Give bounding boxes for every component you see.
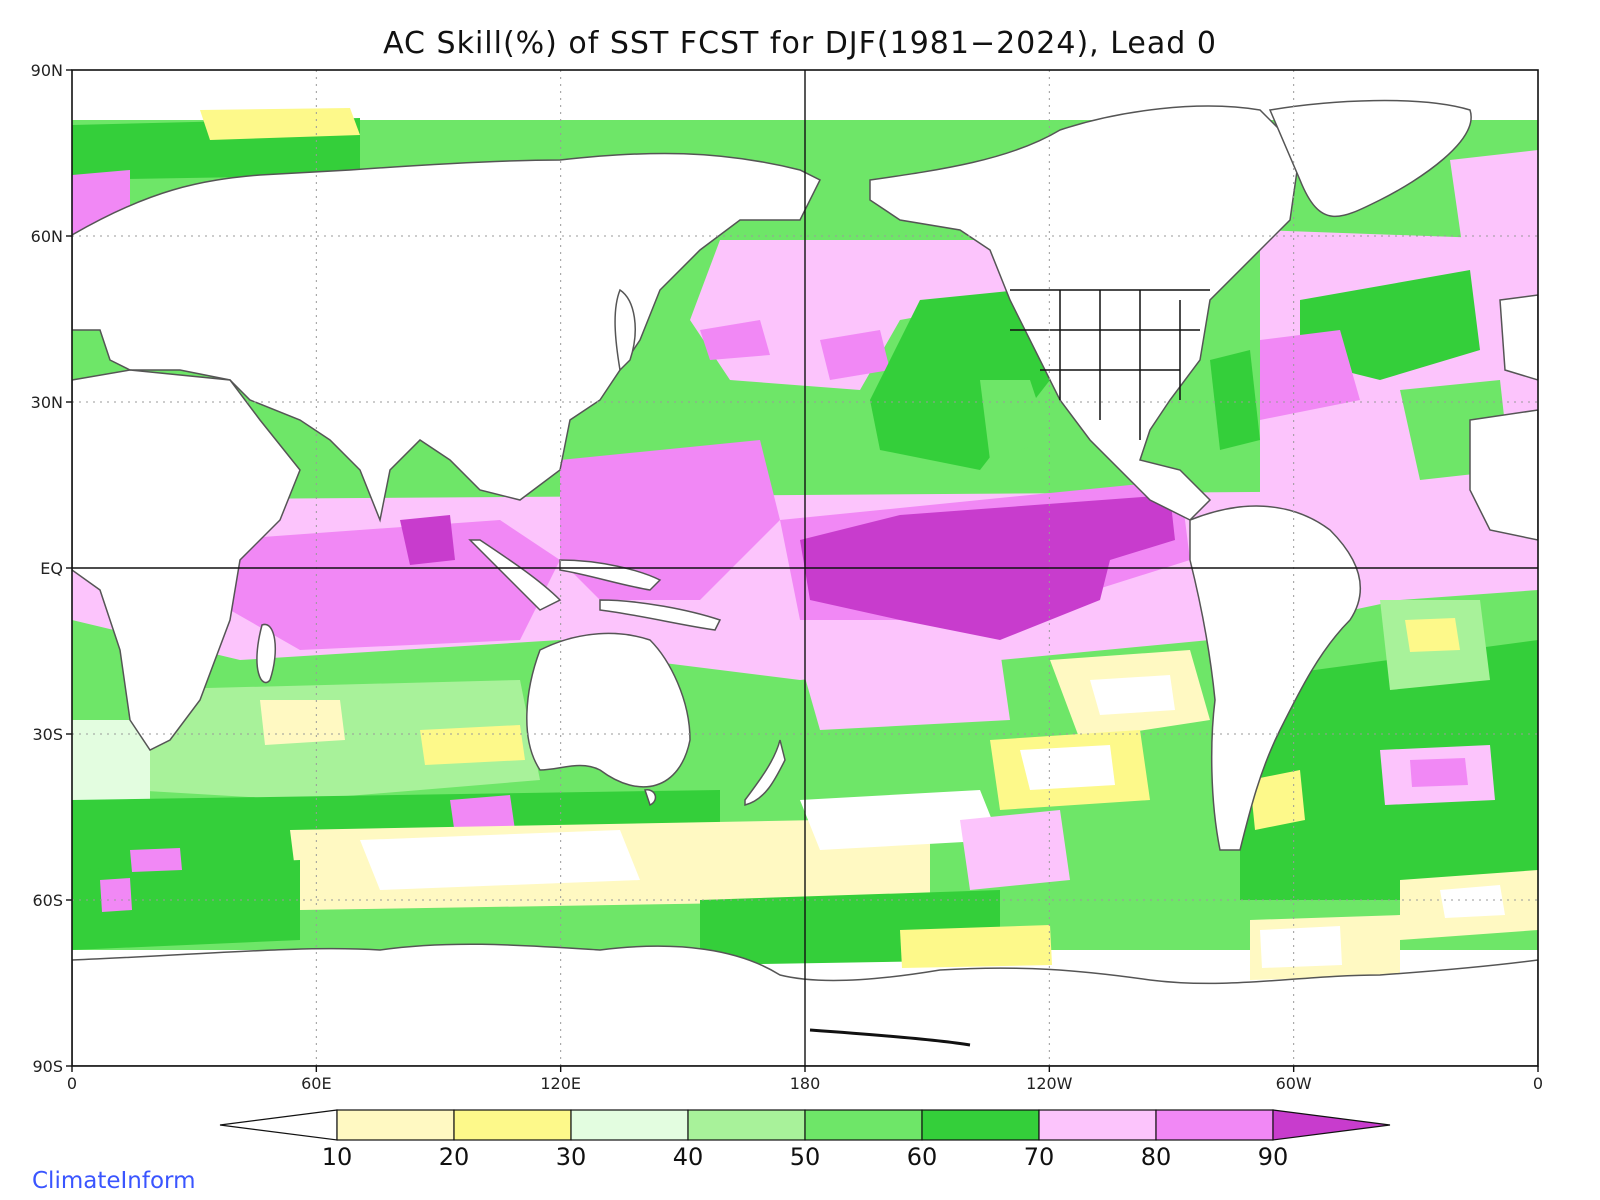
lon-tick-label: 60W (1276, 1074, 1312, 1093)
colorbar-label: 30 (556, 1143, 587, 1171)
colorbar-box (570, 1109, 689, 1141)
credit-text: ClimateInform (32, 1168, 196, 1194)
map-title: AC Skill(%) of SST FCST for DJF(1981−202… (383, 26, 1217, 61)
colorbar: 10 20 30 40 50 60 70 80 90 (219, 1109, 1391, 1171)
colorbar-label: 10 (322, 1143, 353, 1171)
colorbar-box (804, 1109, 923, 1141)
lon-tick-label: 180 (790, 1074, 821, 1093)
colorbar-max-triangle (1272, 1109, 1391, 1141)
lat-tick-label: 90N (31, 61, 63, 80)
colorbar-min-triangle (219, 1109, 338, 1141)
lon-tick-label: 0 (67, 1074, 77, 1093)
colorbar-label: 20 (439, 1143, 470, 1171)
longitude-labels: 0 60E 120E 180 120W 60W 0 (67, 1066, 1543, 1093)
colorbar-box (1155, 1109, 1274, 1141)
lat-tick-label: 30S (32, 725, 63, 744)
lat-tick-label: 30N (31, 393, 63, 412)
lat-tick-label: 90S (32, 1057, 63, 1076)
colorbar-label: 70 (1024, 1143, 1055, 1171)
colorbar-label: 80 (1141, 1143, 1172, 1171)
colorbar-box (687, 1109, 806, 1141)
colorbar-label: 40 (673, 1143, 704, 1171)
colorbar-box (921, 1109, 1040, 1141)
colorbar-box (453, 1109, 572, 1141)
lat-tick-label: 60N (31, 227, 63, 246)
lat-tick-label: 60S (32, 891, 63, 910)
colorbar-label: 90 (1258, 1143, 1289, 1171)
land-masses (72, 99, 1538, 851)
colorbar-box (1038, 1109, 1157, 1141)
colorbar-label: 50 (790, 1143, 821, 1171)
latitude-labels: 90N 60N 30N EQ 30S 60S 90S (31, 61, 72, 1076)
colorbar-box (336, 1109, 455, 1141)
colorbar-label: 60 (907, 1143, 938, 1171)
lon-tick-label: 120W (1026, 1074, 1073, 1093)
lon-tick-label: 60E (301, 1074, 331, 1093)
lon-tick-label: 0 (1533, 1074, 1543, 1093)
lat-tick-label: EQ (40, 559, 63, 578)
lon-tick-label: 120E (540, 1074, 581, 1093)
